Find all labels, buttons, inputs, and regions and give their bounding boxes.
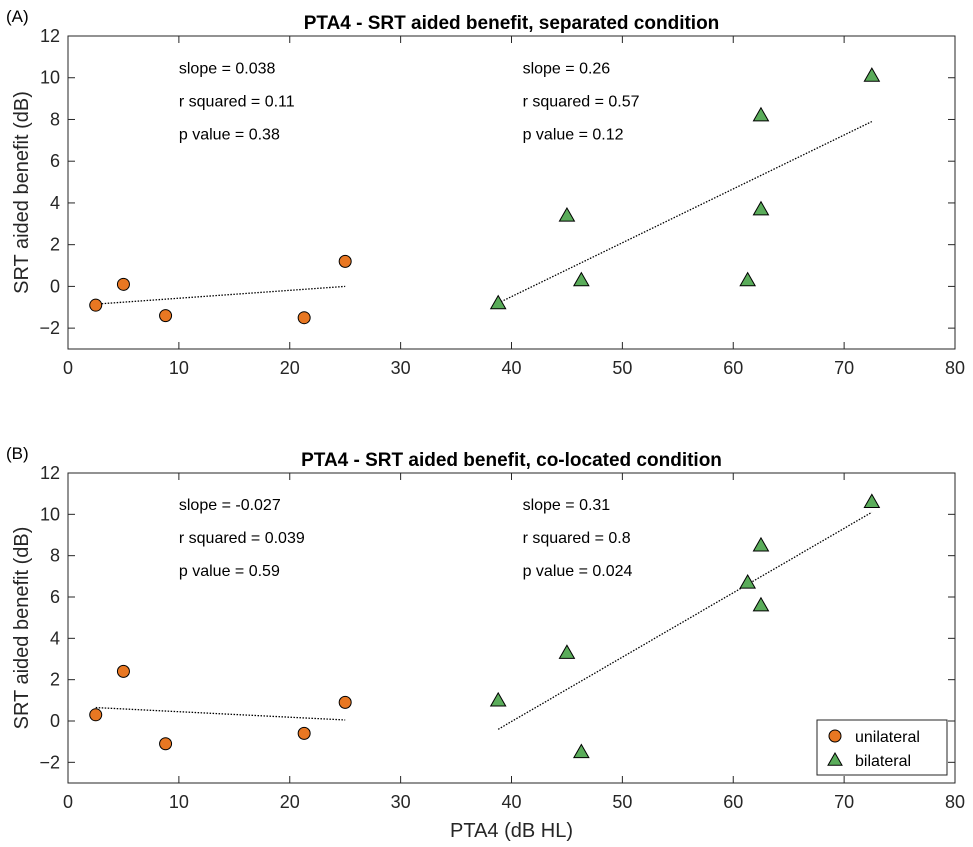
bilateral-point xyxy=(572,271,590,287)
unilateral-point xyxy=(159,309,173,323)
unilateral-fit-line xyxy=(95,706,346,721)
unilateral-stats-line: r squared = 0.11 xyxy=(179,94,295,111)
unilateral-point xyxy=(116,277,130,291)
legend: unilateral bilateral xyxy=(816,719,948,776)
x-tick-label: 10 xyxy=(169,792,189,812)
bilateral-point xyxy=(558,644,576,659)
y-tick-label: 10 xyxy=(40,504,60,524)
y-tick-label: −2 xyxy=(39,318,60,338)
unilateral-fit-line xyxy=(95,285,346,305)
unilateral-point xyxy=(116,664,130,678)
unilateral-point xyxy=(297,726,311,740)
legend-label-bilateral: bilateral xyxy=(855,753,911,770)
bilateral-stats-line: p value = 0.12 xyxy=(523,127,624,144)
unilateral-point xyxy=(297,311,311,325)
y-tick-label: 4 xyxy=(50,628,60,648)
bilateral-point xyxy=(863,493,881,509)
panel-b: (B) PTA4 - SRT aided benefit, co-located … xyxy=(6,444,965,842)
panel-label: (B) xyxy=(6,444,29,463)
unilateral-point xyxy=(338,254,352,268)
x-tick-label: 70 xyxy=(834,792,854,812)
y-tick-label: 12 xyxy=(40,26,60,46)
x-tick-label: 50 xyxy=(612,792,632,812)
y-axis-label: SRT aided benefit (dB) xyxy=(11,91,33,294)
unilateral-point xyxy=(159,737,173,751)
bilateral-point xyxy=(572,743,590,759)
y-tick-label: 4 xyxy=(50,193,60,213)
bilateral-point xyxy=(739,271,757,287)
unilateral-stats-line: slope = 0.038 xyxy=(179,61,276,78)
bilateral-point xyxy=(489,294,507,310)
y-tick-label: 12 xyxy=(40,463,60,483)
x-tick-label: 30 xyxy=(391,792,411,812)
unilateral-stats-line: slope = -0.027 xyxy=(179,497,281,514)
bilateral-point xyxy=(558,206,576,222)
y-tick-label: 8 xyxy=(50,546,60,566)
chart-title: PTA4 - SRT aided benefit, separated cond… xyxy=(304,13,720,34)
bilateral-stats-line: slope = 0.26 xyxy=(523,61,611,78)
x-tick-label: 0 xyxy=(63,792,73,812)
y-tick-label: −2 xyxy=(39,752,60,772)
bilateral-stats-line: p value = 0.024 xyxy=(523,563,633,580)
unilateral-stats-line: r squared = 0.039 xyxy=(179,530,305,547)
unilateral-point xyxy=(89,708,103,722)
x-tick-label: 30 xyxy=(391,358,411,378)
bilateral-point xyxy=(489,691,507,707)
x-tick-label: 20 xyxy=(280,358,300,378)
y-tick-label: 2 xyxy=(50,235,60,255)
bilateral-point xyxy=(752,106,770,122)
bilateral-point xyxy=(752,536,770,552)
y-tick-label: 2 xyxy=(50,670,60,690)
bilateral-point xyxy=(752,200,770,216)
y-axis-label: SRT aided benefit (dB) xyxy=(11,527,33,730)
unilateral-stats-line: p value = 0.59 xyxy=(179,563,280,580)
legend-marker-unilateral xyxy=(828,729,842,743)
legend-box xyxy=(816,719,948,776)
bilateral-fit-line xyxy=(497,120,873,304)
unilateral-stats-line: p value = 0.38 xyxy=(179,127,280,144)
bilateral-stats-line: slope = 0.31 xyxy=(523,497,611,514)
bilateral-point xyxy=(863,67,881,82)
legend-marker-bilateral xyxy=(827,751,843,766)
x-tick-label: 60 xyxy=(723,792,743,812)
y-tick-label: 10 xyxy=(40,68,60,88)
x-tick-label: 10 xyxy=(169,358,189,378)
panel-a: (A) PTA4 - SRT aided benefit, separated c… xyxy=(6,7,965,378)
x-tick-label: 40 xyxy=(501,792,521,812)
x-tick-label: 20 xyxy=(280,792,300,812)
bilateral-fit-line xyxy=(497,511,873,730)
unilateral-point xyxy=(338,695,352,709)
x-tick-label: 0 xyxy=(63,358,73,378)
legend-label-unilateral: unilateral xyxy=(855,729,920,746)
y-tick-label: 0 xyxy=(50,276,60,296)
plot-frame xyxy=(67,35,956,350)
panel-label: (A) xyxy=(6,7,29,26)
bilateral-point xyxy=(739,574,757,589)
y-tick-label: 0 xyxy=(50,711,60,731)
unilateral-point xyxy=(89,298,103,312)
x-tick-label: 80 xyxy=(945,358,965,378)
x-tick-label: 50 xyxy=(612,358,632,378)
x-tick-label: 60 xyxy=(723,358,743,378)
x-axis-label: PTA4 (dB HL) xyxy=(450,820,573,842)
bilateral-point xyxy=(752,596,770,612)
x-tick-label: 70 xyxy=(834,358,854,378)
y-tick-label: 6 xyxy=(50,151,60,171)
bilateral-stats-line: r squared = 0.57 xyxy=(523,94,640,111)
x-tick-label: 40 xyxy=(501,358,521,378)
y-tick-label: 8 xyxy=(50,109,60,129)
x-tick-label: 80 xyxy=(945,792,965,812)
y-tick-label: 6 xyxy=(50,587,60,607)
bilateral-stats-line: r squared = 0.8 xyxy=(523,530,631,547)
chart-title: PTA4 - SRT aided benefit, co-located con… xyxy=(301,450,722,471)
